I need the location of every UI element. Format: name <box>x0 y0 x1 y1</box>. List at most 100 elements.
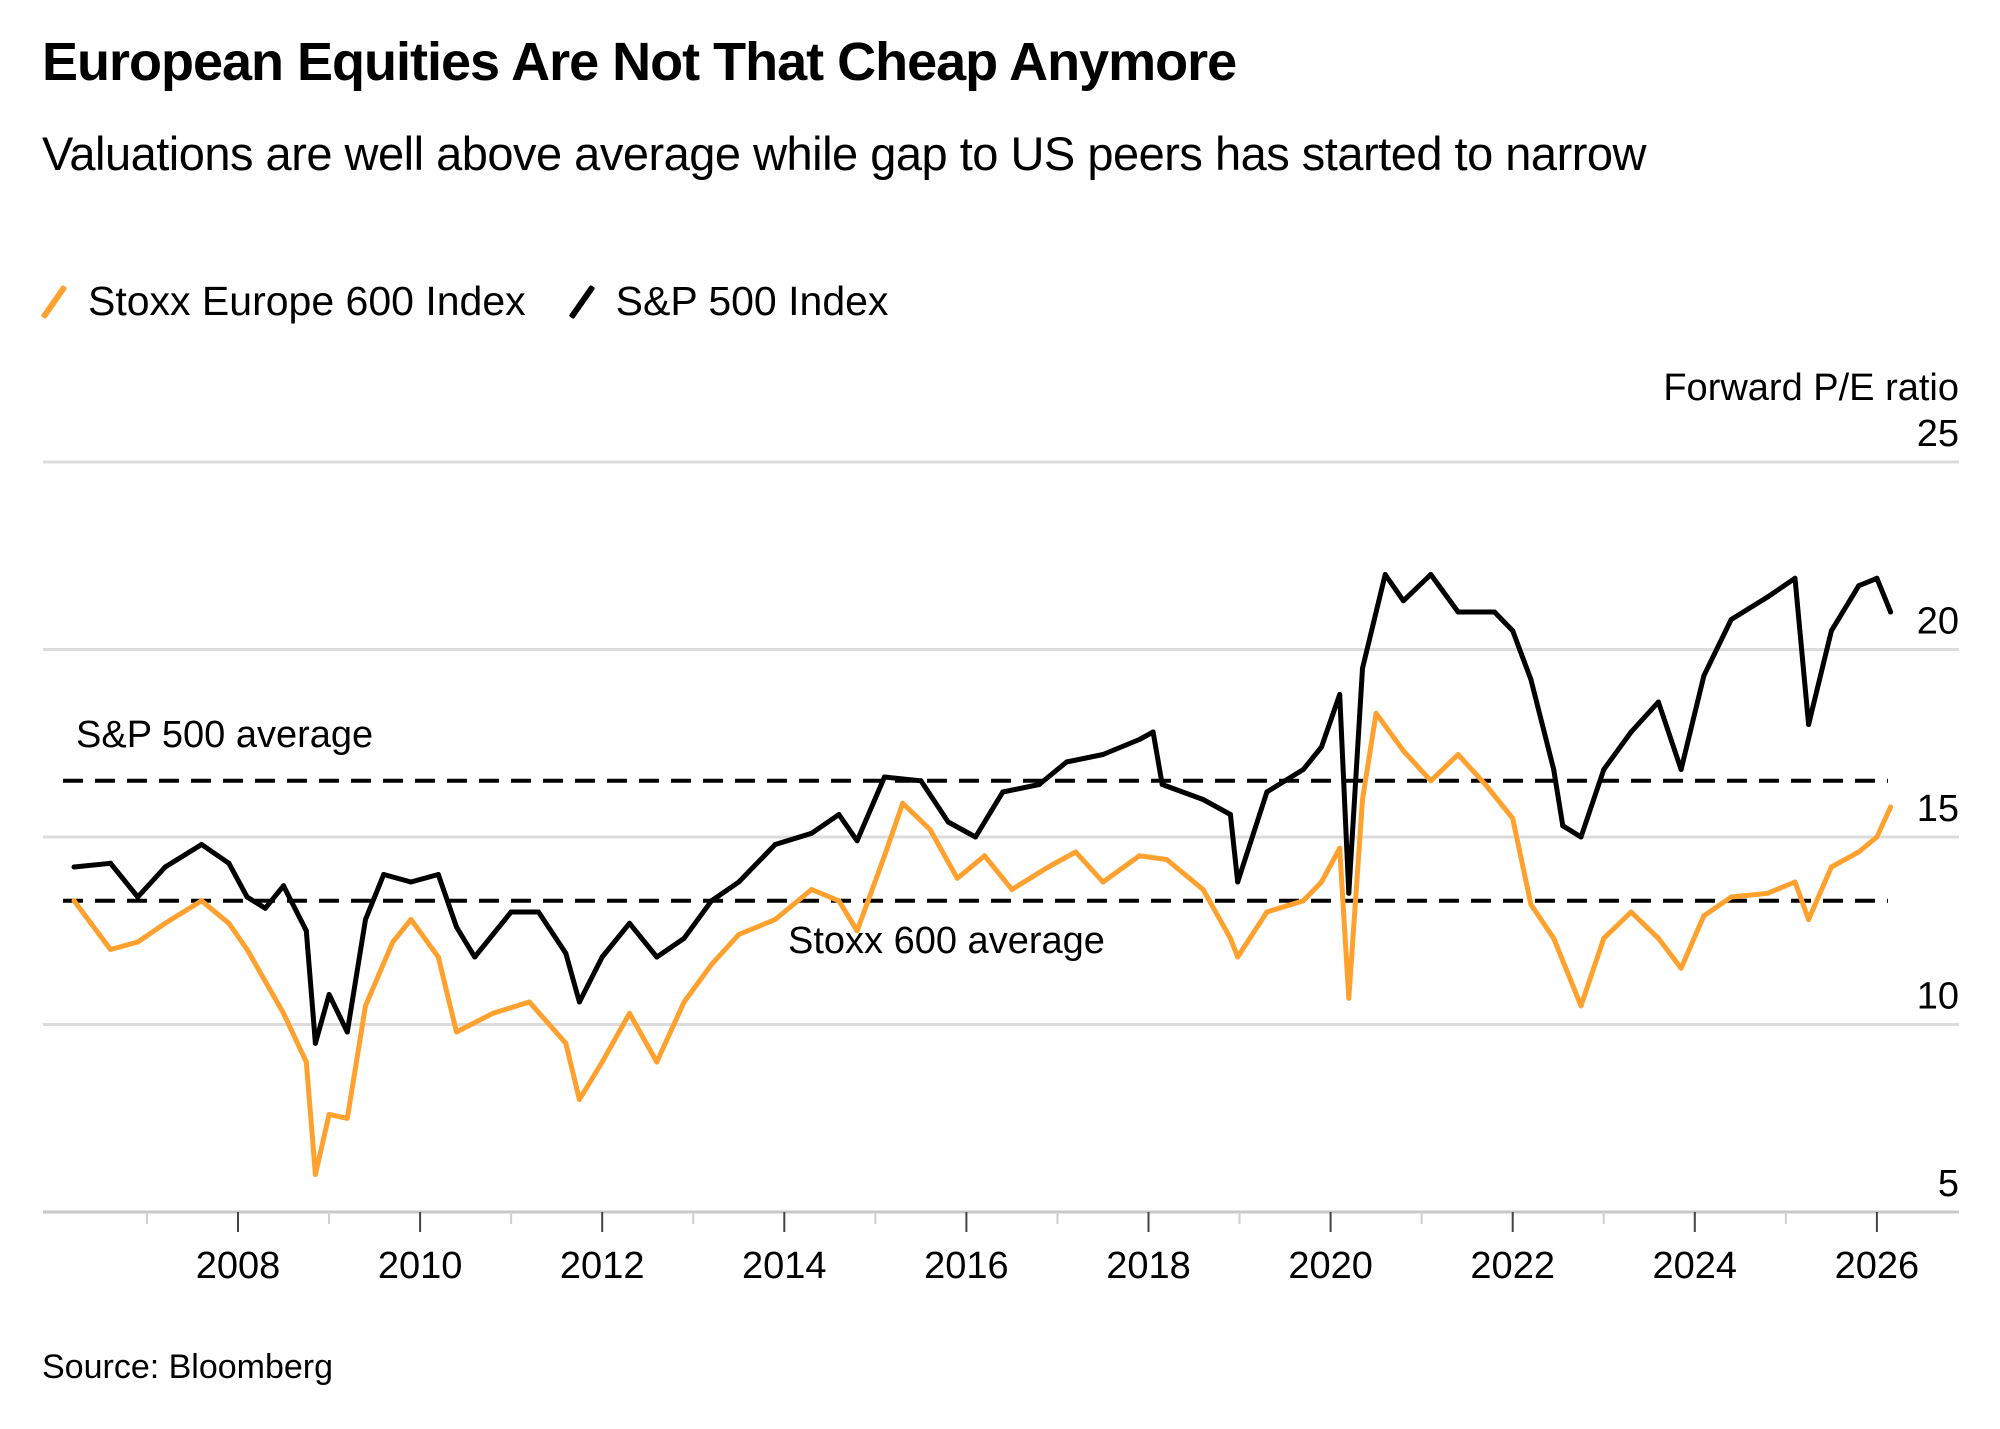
data-point-stoxx600 <box>1164 857 1170 862</box>
data-point-sp500 <box>681 935 687 941</box>
data-point-stoxx600 <box>362 1003 368 1009</box>
source-note: Source: Bloomberg <box>42 1348 334 1386</box>
legend: Stoxx Europe 600 Index S&P 500 Index <box>42 278 932 325</box>
data-point-stoxx600 <box>1828 864 1834 870</box>
data-point-stoxx600 <box>627 1010 633 1016</box>
data-point-sp500 <box>1560 823 1566 829</box>
data-point-stoxx600 <box>162 920 168 926</box>
data-point-stoxx600 <box>1510 815 1516 821</box>
data-point-stoxx600 <box>1551 935 1557 941</box>
data-point-sp500 <box>1628 729 1634 735</box>
stoxx600-average-label: Stoxx 600 average <box>788 920 1105 962</box>
data-point-stoxx600 <box>681 999 687 1005</box>
data-point-sp500 <box>1400 598 1406 604</box>
data-point-stoxx600 <box>563 1040 569 1046</box>
data-point-stoxx600 <box>435 954 441 960</box>
data-point-sp500 <box>199 842 205 847</box>
data-point-stoxx600 <box>900 800 906 806</box>
y-tick-label: 20 <box>1917 601 1959 643</box>
data-point-stoxx600 <box>1264 909 1270 915</box>
data-point-stoxx600 <box>1300 898 1306 904</box>
data-point-sp500 <box>344 1029 350 1035</box>
data-point-sp500 <box>303 928 309 934</box>
data-point-sp500 <box>1300 767 1306 772</box>
data-point-sp500 <box>1806 722 1812 727</box>
data-point-stoxx600 <box>390 939 396 945</box>
data-point-sp500 <box>508 909 514 915</box>
reference-lines <box>63 778 1888 903</box>
data-point-sp500 <box>1678 767 1684 772</box>
data-point-stoxx600 <box>135 939 141 945</box>
data-point-sp500 <box>1728 617 1734 622</box>
data-point-sp500 <box>1359 665 1365 671</box>
data-point-stoxx600 <box>809 887 815 892</box>
data-point-sp500 <box>1701 673 1707 679</box>
data-point-stoxx600 <box>736 932 742 937</box>
data-point-sp500 <box>1510 628 1516 634</box>
data-point-sp500 <box>1200 797 1206 802</box>
data-point-sp500 <box>1455 609 1461 615</box>
data-point-sp500 <box>454 924 460 930</box>
data-point-stoxx600 <box>1318 879 1324 885</box>
data-point-sp500 <box>1856 583 1862 589</box>
data-point-sp500 <box>1337 692 1343 697</box>
data-point-stoxx600 <box>1528 902 1534 907</box>
x-tick-label: 2020 <box>1288 1245 1373 1287</box>
data-point-sp500 <box>135 894 141 900</box>
data-point-stoxx600 <box>1136 853 1142 859</box>
data-point-sp500 <box>472 954 478 960</box>
data-point-sp500 <box>1264 789 1270 795</box>
data-point-sp500 <box>162 864 168 870</box>
data-point-sp500 <box>1578 834 1584 840</box>
data-point-stoxx600 <box>1578 1003 1584 1009</box>
data-point-stoxx600 <box>1400 748 1406 754</box>
data-point-sp500 <box>1000 789 1006 795</box>
data-point-stoxx600 <box>1701 913 1707 919</box>
data-point-stoxx600 <box>199 898 205 904</box>
legend-item-sp500: S&P 500 Index <box>570 278 889 325</box>
data-point-stoxx600 <box>1455 752 1461 757</box>
data-point-sp500 <box>312 1040 318 1046</box>
data-point-sp500 <box>326 992 332 997</box>
data-point-stoxx600 <box>708 962 714 967</box>
data-point-stoxx600 <box>1073 849 1079 855</box>
data-point-sp500 <box>408 879 414 885</box>
data-point-stoxx600 <box>854 928 860 934</box>
data-point-sp500 <box>362 917 368 922</box>
data-point-sp500 <box>1346 890 1352 896</box>
data-point-sp500 <box>1159 782 1165 787</box>
data-point-stoxx600 <box>1482 782 1488 787</box>
data-point-sp500 <box>71 864 77 870</box>
y-tick-label: 10 <box>1917 976 1959 1018</box>
data-point-stoxx600 <box>772 917 778 922</box>
data-point-stoxx600 <box>108 947 114 952</box>
data-point-sp500 <box>1491 609 1497 615</box>
data-point-stoxx600 <box>1428 778 1434 784</box>
data-point-sp500 <box>836 812 842 817</box>
data-point-stoxx600 <box>1373 710 1379 716</box>
data-point-stoxx600 <box>836 898 842 904</box>
data-point-sp500 <box>945 819 951 825</box>
data-point-stoxx600 <box>1792 879 1798 885</box>
data-point-sp500 <box>576 999 582 1005</box>
data-point-stoxx600 <box>1346 995 1352 1001</box>
data-point-sp500 <box>654 954 660 960</box>
y-tick-label: 25 <box>1917 413 1959 455</box>
chart-title: European Equities Are Not That Cheap Any… <box>42 32 1237 92</box>
data-point-sp500 <box>1888 609 1894 615</box>
data-point-sp500 <box>1318 744 1324 750</box>
data-point-stoxx600 <box>927 827 933 832</box>
x-tick-label: 2014 <box>742 1245 827 1287</box>
data-point-stoxx600 <box>1359 797 1365 802</box>
data-point-sp500 <box>854 838 860 844</box>
data-point-stoxx600 <box>1678 965 1684 971</box>
data-point-sp500 <box>1428 572 1434 577</box>
data-point-stoxx600 <box>1045 864 1051 870</box>
data-point-stoxx600 <box>526 999 532 1005</box>
data-point-stoxx600 <box>1728 894 1734 900</box>
data-point-sp500 <box>1828 628 1834 634</box>
data-point-stoxx600 <box>326 1112 332 1117</box>
y-axis-title: Forward P/E ratio <box>1663 367 1959 409</box>
data-point-stoxx600 <box>490 1010 496 1016</box>
gridlines <box>43 460 1959 1214</box>
